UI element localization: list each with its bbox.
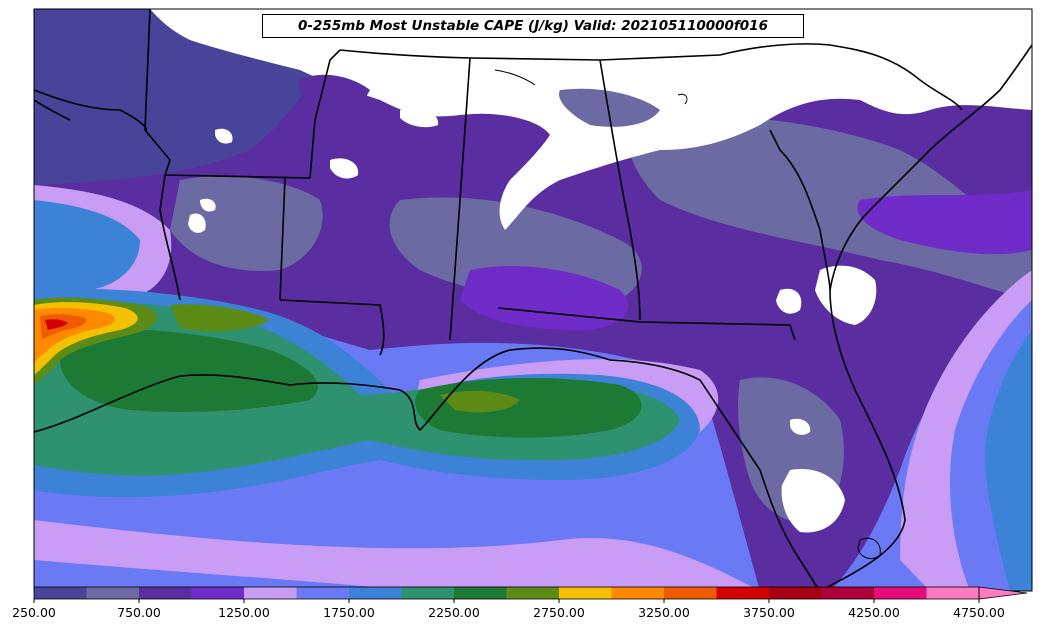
- colorbar-tick-label: 3750.00: [743, 605, 795, 620]
- colorbar-tick-label: 1250.00: [218, 605, 270, 620]
- colorbar-segment: [769, 587, 822, 599]
- colorbar-segment: [454, 587, 507, 599]
- colorbar-tick-label: 2250.00: [428, 605, 480, 620]
- colorbar-tick-label: 3250.00: [638, 605, 690, 620]
- colorbar-segment: [821, 587, 875, 599]
- boundary-lines: [34, 9, 1032, 591]
- colorbar-segment: [296, 587, 350, 599]
- colorbar-outline: [33, 586, 980, 600]
- colorbar-segment: [926, 587, 980, 599]
- colorbar-segment: [191, 587, 245, 599]
- colorbar-tick-label: 1750.00: [323, 605, 375, 620]
- cape-field: [34, 9, 1032, 591]
- colorbar-tick-label: 2750.00: [533, 605, 585, 620]
- colorbar-segment: [34, 587, 87, 599]
- colorbar-tick-label: 4750.00: [953, 605, 1005, 620]
- colorbar: [33, 586, 1028, 603]
- colorbar-segment: [506, 587, 560, 599]
- colorbar-segment: [874, 587, 927, 599]
- colorbar-segment: [349, 587, 402, 599]
- colorbar-tick-label: 4250.00: [848, 605, 900, 620]
- colorbar-segment: [139, 587, 192, 599]
- colorbar-segment: [559, 587, 612, 599]
- colorbar-tick-label: 250.00: [12, 605, 56, 620]
- colorbar-segment: [86, 587, 140, 599]
- colorbar-segment: [401, 587, 455, 599]
- lake-outlines: [494, 69, 881, 559]
- colorbar-segment: [611, 587, 665, 599]
- colorbar-segment: [244, 587, 297, 599]
- colorbar-tick-label: 750.00: [117, 605, 161, 620]
- colorbar-segment: [664, 587, 717, 599]
- colorbar-segment: [716, 587, 770, 599]
- map-title: 0-255mb Most Unstable CAPE (J/kg) Valid:…: [262, 14, 804, 38]
